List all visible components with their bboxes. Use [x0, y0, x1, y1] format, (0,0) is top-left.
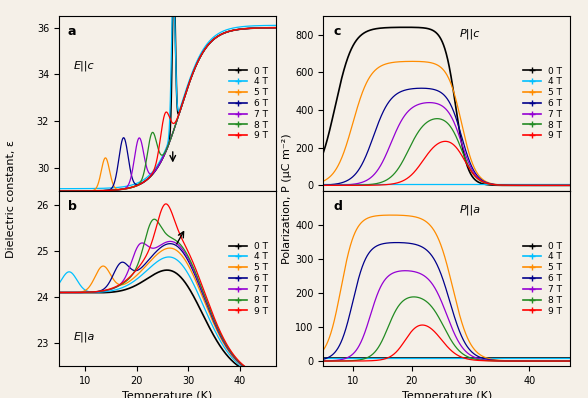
X-axis label: Temperature (K): Temperature (K)	[402, 392, 492, 398]
Text: E||a: E||a	[74, 332, 95, 342]
Text: c: c	[333, 25, 340, 38]
Text: b: b	[68, 200, 76, 213]
Text: Dielectric constant, ε: Dielectric constant, ε	[6, 140, 16, 258]
Text: d: d	[333, 200, 342, 213]
Text: P||c: P||c	[459, 29, 480, 39]
Legend: 0 T, 4 T, 5 T, 6 T, 7 T, 8 T, 9 T: 0 T, 4 T, 5 T, 6 T, 7 T, 8 T, 9 T	[225, 238, 272, 319]
Text: E||c: E||c	[74, 60, 95, 71]
Legend: 0 T, 4 T, 5 T, 6 T, 7 T, 8 T, 9 T: 0 T, 4 T, 5 T, 6 T, 7 T, 8 T, 9 T	[519, 238, 566, 319]
Legend: 0 T, 4 T, 5 T, 6 T, 7 T, 8 T, 9 T: 0 T, 4 T, 5 T, 6 T, 7 T, 8 T, 9 T	[225, 63, 272, 144]
Text: P||a: P||a	[459, 204, 480, 215]
Legend: 0 T, 4 T, 5 T, 6 T, 7 T, 8 T, 9 T: 0 T, 4 T, 5 T, 6 T, 7 T, 8 T, 9 T	[519, 63, 566, 144]
Text: a: a	[68, 25, 76, 38]
Text: Polarization, P (μC m⁻²): Polarization, P (μC m⁻²)	[282, 134, 292, 264]
X-axis label: Temperature (K): Temperature (K)	[122, 392, 213, 398]
